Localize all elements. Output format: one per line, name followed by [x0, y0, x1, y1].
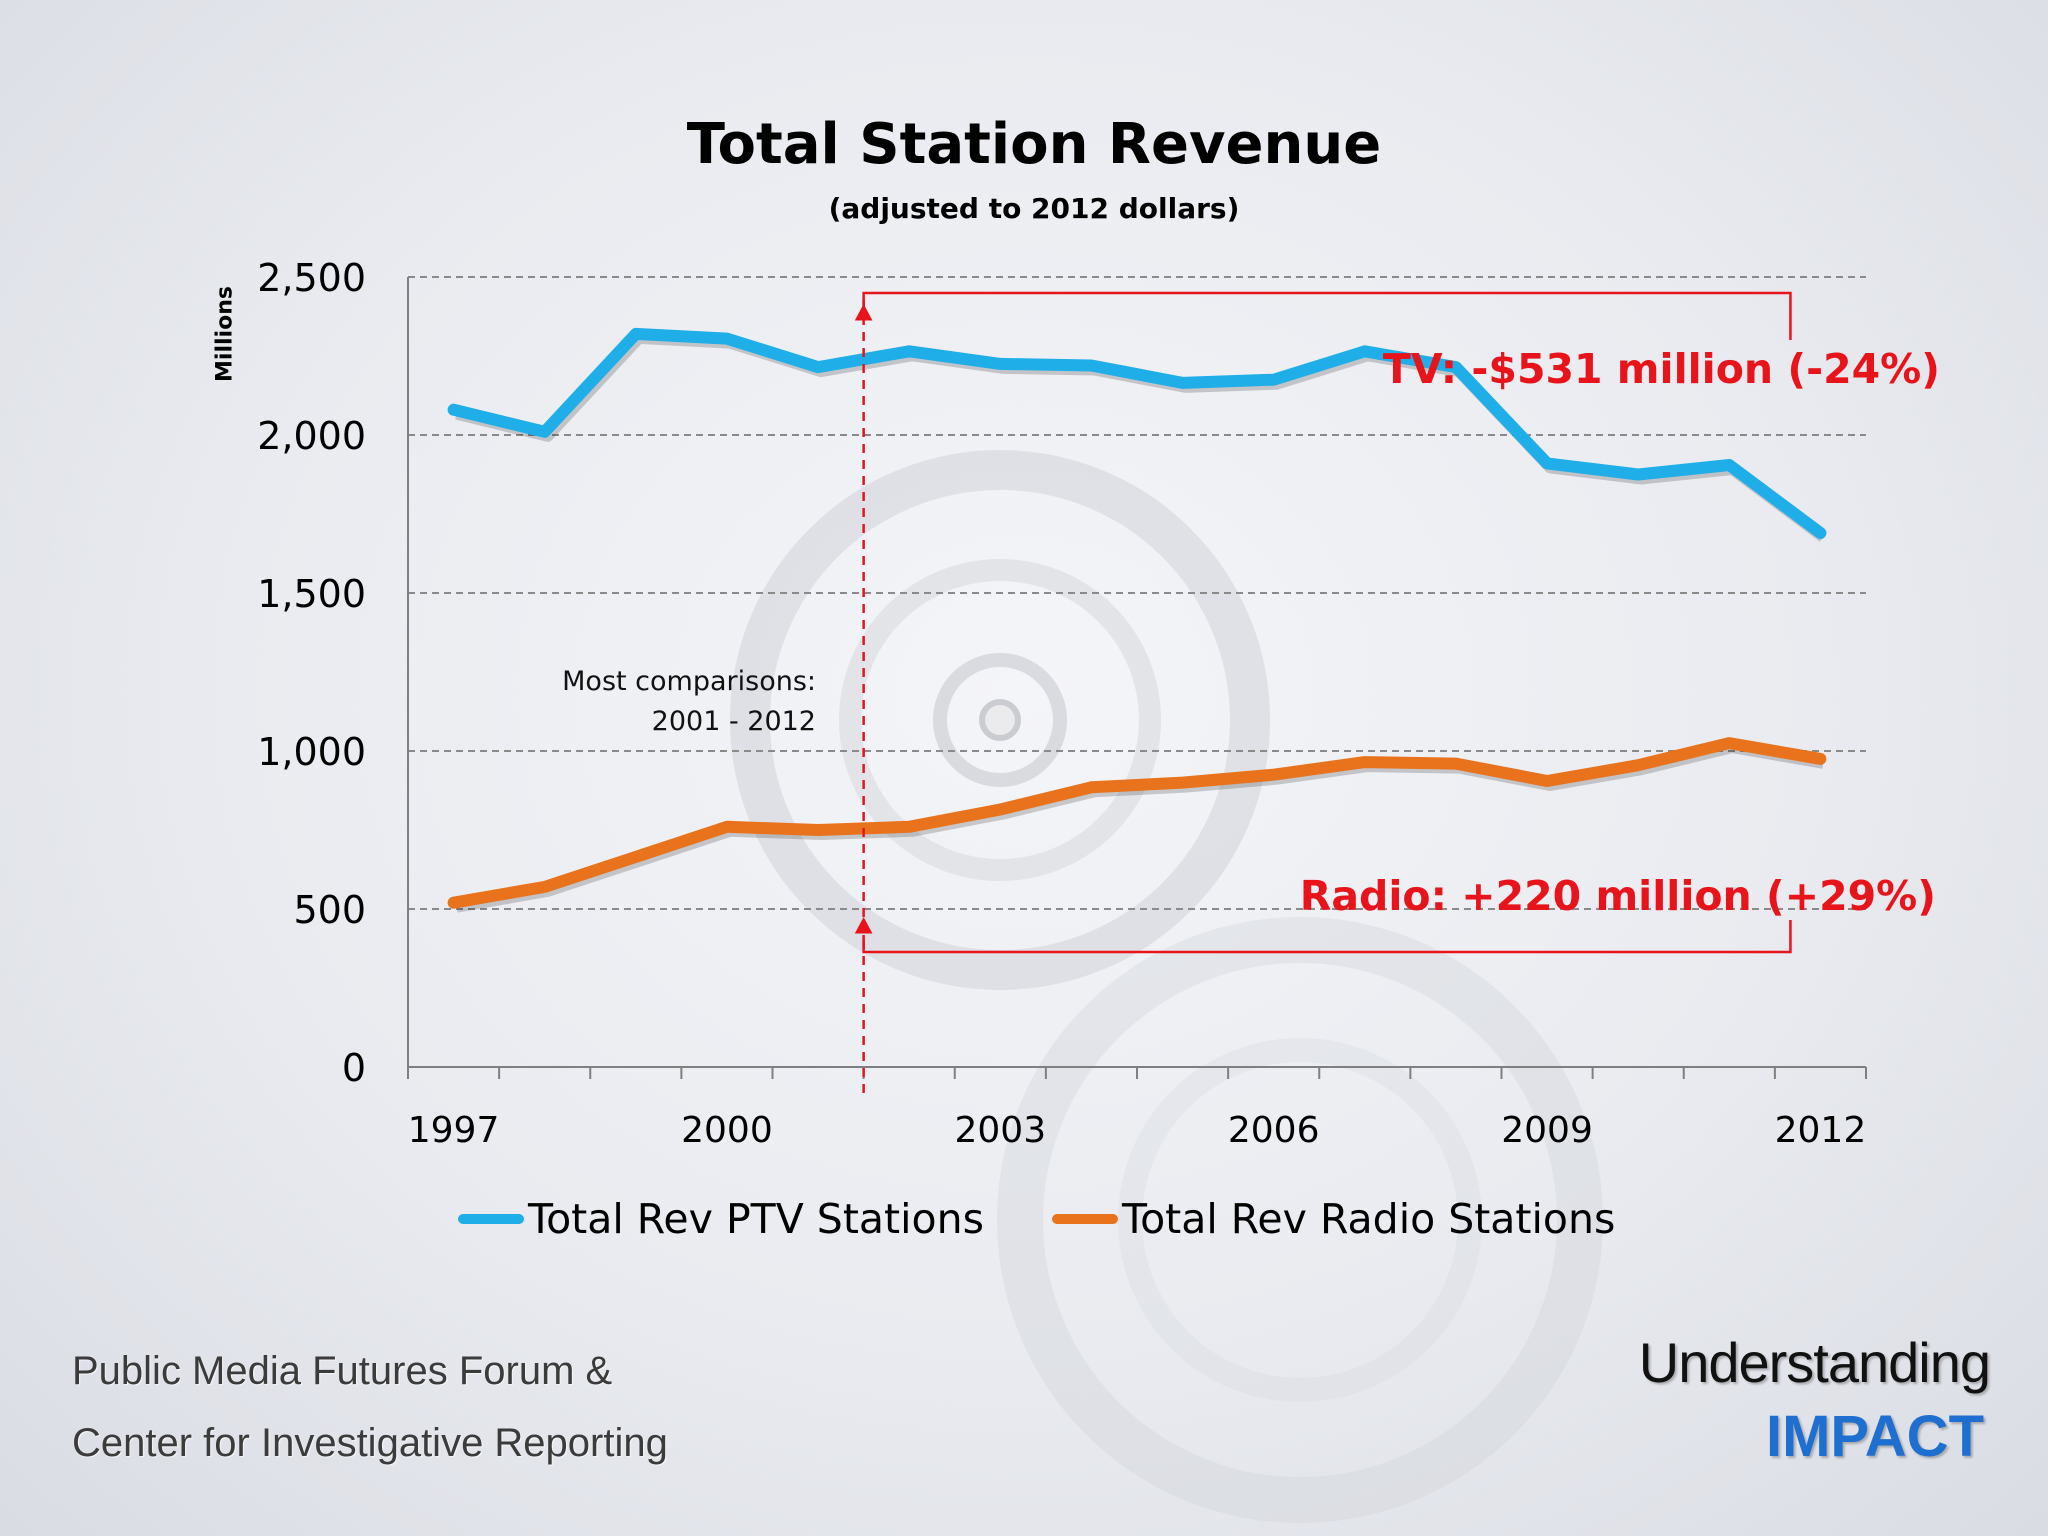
footer-credit-line2: Center for Investigative Reporting: [72, 1421, 668, 1465]
y-tick-label: 2,000: [257, 414, 366, 458]
footer-credit-line1: Public Media Futures Forum &: [72, 1349, 613, 1393]
legend-item-ptv: Total Rev PTV Stations: [458, 1195, 984, 1243]
x-tick-label: 2012: [1775, 1110, 1867, 1151]
y-tick-label: 0: [342, 1046, 366, 1090]
x-tick-label: 2000: [681, 1110, 773, 1151]
chart-subtitle: (adjusted to 2012 dollars): [828, 192, 1240, 225]
series-line-ptv: [447, 327, 1827, 539]
y-tick-label: 1,500: [257, 572, 366, 616]
comparison-note-line2: 2001 - 2012: [651, 706, 816, 737]
tv-bracket-arrow: [854, 303, 873, 321]
chart-title: Total Station Revenue: [686, 112, 1382, 177]
footer-credit: Public Media Futures Forum & Center for …: [72, 1335, 668, 1479]
x-tick-label: 2006: [1228, 1110, 1320, 1151]
y-tick-label: 500: [293, 888, 366, 932]
comparison-note: Most comparisons: 2001 - 2012: [500, 662, 816, 742]
tv-bracket: [862, 291, 1792, 340]
y-tick-label: 1,000: [257, 730, 366, 774]
brand-understanding: Understanding: [1638, 1331, 1991, 1394]
legend-label-radio: Total Rev Radio Stations: [1122, 1195, 1616, 1243]
legend-swatch-ptv: [458, 1214, 524, 1224]
x-tick-label: 2003: [955, 1110, 1047, 1151]
x-tick-label: 1997: [408, 1110, 500, 1151]
x-tick-label: 2009: [1501, 1110, 1593, 1151]
radio-bracket-arrow: [854, 916, 873, 934]
chart-legend: Total Rev PTV Stations Total Rev Radio S…: [0, 1195, 2048, 1255]
radio-change-callout: Radio: +220 million (+29%): [1300, 872, 1936, 920]
comparison-note-line1: Most comparisons:: [562, 666, 816, 697]
brand-impact: IMPACT: [1765, 1404, 1984, 1469]
legend-label-ptv: Total Rev PTV Stations: [528, 1195, 984, 1243]
radio-bracket: [862, 920, 1792, 954]
y-tick-label: 2,500: [257, 256, 366, 300]
legend-item-radio: Total Rev Radio Stations: [1052, 1195, 1615, 1243]
series-line-radio: [447, 737, 1827, 909]
legend-swatch-radio: [1052, 1214, 1118, 1224]
tv-change-callout: TV: -$531 million (-24%): [1383, 345, 1940, 393]
